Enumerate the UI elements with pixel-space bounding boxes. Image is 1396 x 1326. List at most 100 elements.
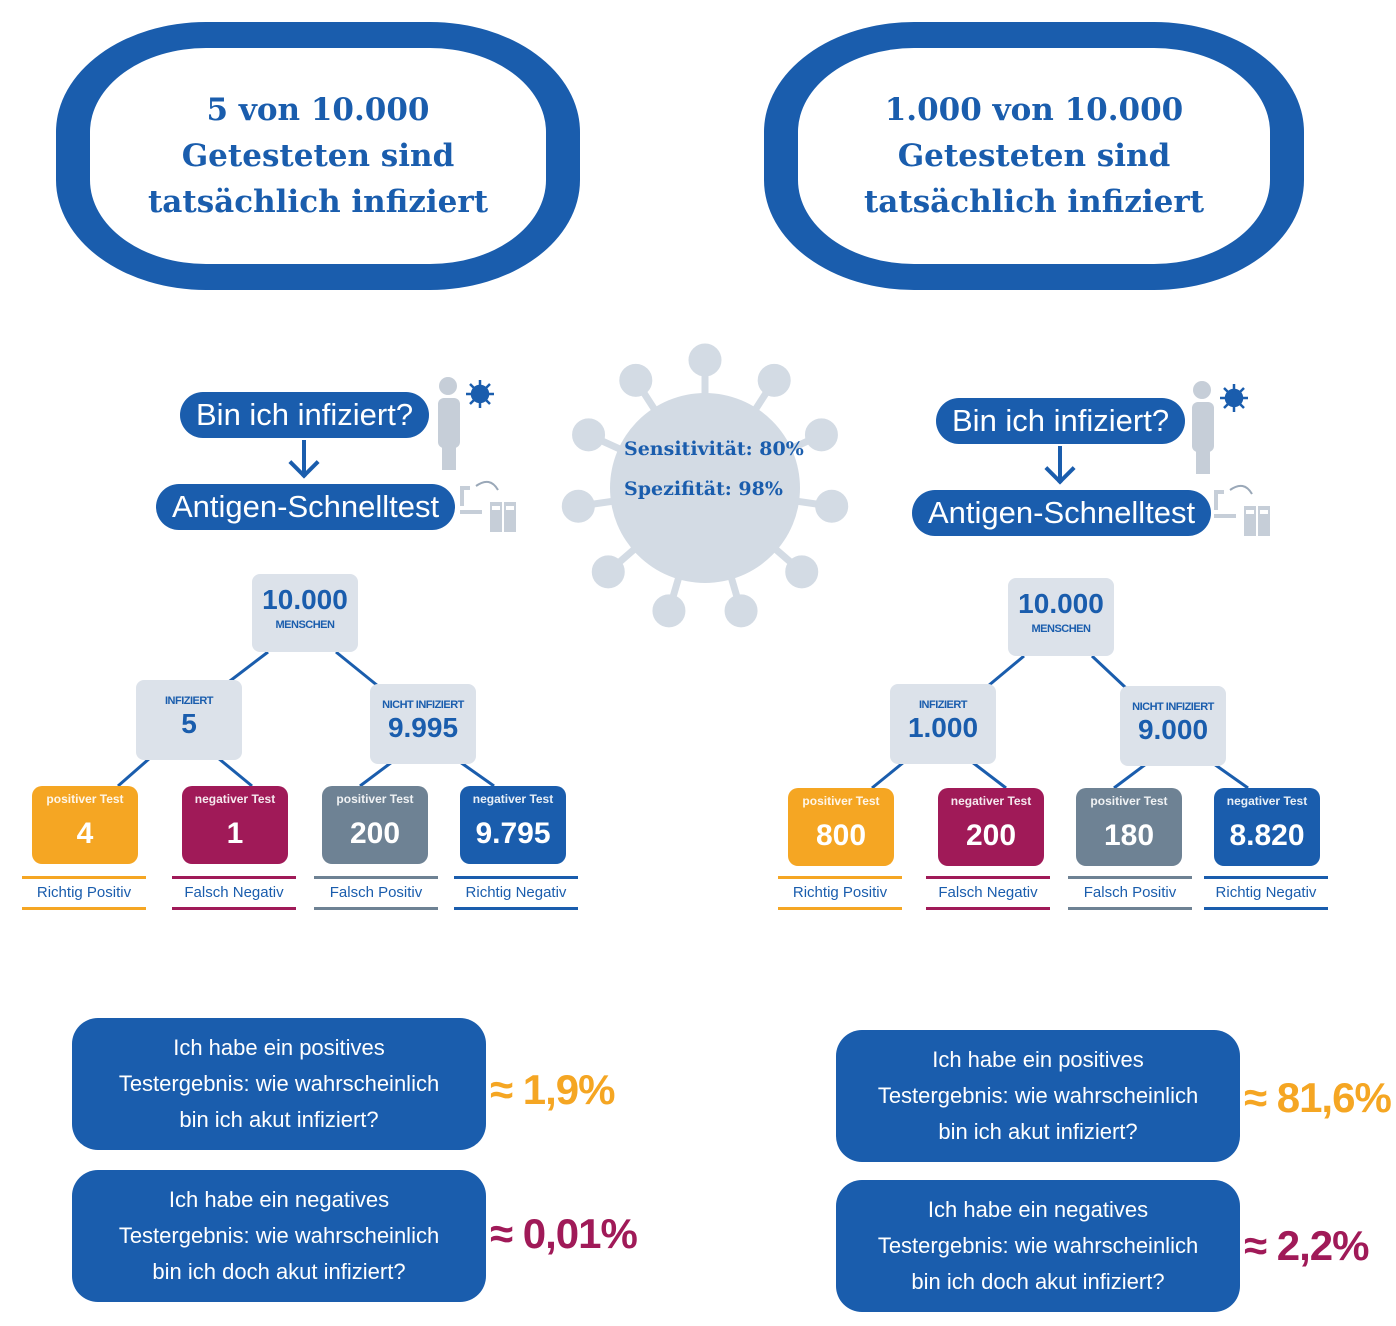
- leaf-false-positive: positiver Test 180: [1076, 788, 1182, 866]
- arrow-head-icon: [288, 447, 320, 479]
- virus-spike-head: [591, 555, 625, 589]
- not-infected-count: 9.000: [1137, 714, 1209, 745]
- virus-spike-head: [785, 555, 819, 589]
- not-infected-count: 9.995: [387, 712, 459, 743]
- leaf-label: negativer Test: [472, 792, 554, 806]
- title-line: 5 von 10.000: [206, 92, 430, 128]
- leaf-false-negative: negativer Test 200: [938, 788, 1044, 866]
- scenario-title-frame: 5 von 10.000 Getesteten sind tatsächlich…: [56, 22, 580, 290]
- leaf-label: positiver Test: [46, 792, 124, 806]
- virus-graphic: [560, 338, 850, 628]
- leaf-value: 9.795: [475, 817, 551, 850]
- virus-spike-head: [757, 363, 791, 397]
- virus-spike-head: [724, 594, 758, 628]
- leaf-label: negativer Test: [1226, 794, 1308, 808]
- person-icon: [1192, 381, 1248, 474]
- title-line: tatsächlich infiziert: [147, 184, 489, 220]
- leaf-true-negative: negativer Test 8.820: [1214, 788, 1320, 866]
- title-line: Getesteten sind: [181, 138, 455, 174]
- question-line: Ich habe ein negatives: [927, 1197, 1149, 1222]
- not-infected-label: NICHT INFIZIERT: [382, 699, 464, 711]
- leaf-false-negative: negativer Test 1: [182, 786, 288, 864]
- caption-false-negative: Falsch Negativ: [926, 876, 1050, 910]
- negative-question-box: Ich habe ein negatives Testergebnis: wie…: [72, 1170, 486, 1302]
- not-infected-node: NICHT INFIZIERT 9.995: [370, 684, 476, 764]
- root-label: MENSCHEN: [1031, 623, 1091, 635]
- question-line: Ich habe ein positives: [173, 1035, 385, 1060]
- leaf-false-positive: positiver Test 200: [322, 786, 428, 864]
- scenario-title: 5 von 10.000 Getesteten sind tatsächlich…: [148, 87, 488, 225]
- tree-root: 10.000 MENSCHEN: [252, 574, 358, 652]
- leaf-true-positive: positiver Test 4: [32, 786, 138, 864]
- virus-spike-head: [561, 489, 595, 523]
- negative-result: ≈ 0,01%: [490, 1210, 638, 1257]
- negative-result: ≈ 2,2%: [1244, 1222, 1369, 1269]
- specificity-text: Spezifität: 98%: [624, 478, 783, 500]
- question-line: Testergebnis: wie wahrscheinlich: [118, 1071, 440, 1096]
- root-count: 10.000: [1018, 588, 1104, 619]
- question-pill: Bin ich infiziert?: [180, 392, 430, 438]
- virus-icon: [561, 343, 849, 628]
- test-kit-icon: [1214, 484, 1270, 536]
- infected-node: INFIZIERT 1.000: [890, 684, 996, 764]
- virus-spike-head: [652, 594, 686, 628]
- arrow-head-icon: [1044, 453, 1076, 485]
- caption-false-positive: Falsch Positiv: [1068, 876, 1192, 910]
- positive-result: ≈ 1,9%: [490, 1066, 615, 1113]
- infected-node: INFIZIERT 5: [136, 680, 242, 760]
- person-icon: [438, 377, 494, 470]
- arrow-down-icon: [302, 440, 306, 474]
- title-line: tatsächlich infiziert: [863, 184, 1205, 220]
- leaf-value: 180: [1103, 819, 1155, 852]
- positive-result: ≈ 81,6%: [1244, 1074, 1392, 1121]
- leaf-label: negativer Test: [950, 794, 1032, 808]
- infected-label: INFIZIERT: [918, 699, 968, 711]
- negative-question-box: Ich habe ein negatives Testergebnis: wie…: [836, 1180, 1240, 1312]
- test-pill: Antigen-Schnelltest: [156, 484, 456, 530]
- title-line: Getesteten sind: [897, 138, 1171, 174]
- question-line: Testergebnis: wie wahrscheinlich: [877, 1233, 1199, 1258]
- scenario-high-prevalence: 1.000 von 10.000 Getesteten sind tatsäch…: [756, 0, 1396, 1326]
- virus-spike-head: [815, 489, 849, 523]
- leaf-label: negativer Test: [194, 792, 276, 806]
- question-line: bin ich akut infiziert?: [938, 1119, 1138, 1144]
- infected-label: INFIZIERT: [164, 695, 214, 707]
- virus-spike-head: [804, 418, 838, 452]
- leaf-label: positiver Test: [1090, 794, 1168, 808]
- question-line: bin ich doch akut infiziert?: [152, 1259, 406, 1284]
- leaf-value: 8.820: [1229, 819, 1305, 852]
- leaf-value: 200: [965, 819, 1017, 852]
- leaf-value: 4: [76, 817, 94, 850]
- scenario-title: 1.000 von 10.000 Getesteten sind tatsäch…: [864, 87, 1204, 225]
- question-line: bin ich akut infiziert?: [179, 1107, 379, 1132]
- question-line: Testergebnis: wie wahrscheinlich: [118, 1223, 440, 1248]
- caption-true-negative: Richtig Negativ: [454, 876, 578, 910]
- virus-spike-head: [619, 363, 653, 397]
- question-line: Ich habe ein positives: [932, 1047, 1144, 1072]
- root-label: MENSCHEN: [275, 619, 335, 631]
- tree-root: 10.000 MENSCHEN: [1008, 578, 1114, 656]
- question-line: Testergebnis: wie wahrscheinlich: [877, 1083, 1199, 1108]
- root-count: 10.000: [262, 584, 348, 615]
- leaf-label: positiver Test: [802, 794, 880, 808]
- caption-true-negative: Richtig Negativ: [1204, 876, 1328, 910]
- leaf-value: 800: [815, 819, 867, 852]
- sensitivity-text: Sensitivität: 80%: [624, 438, 804, 460]
- caption-true-positive: Richtig Positiv: [22, 876, 146, 910]
- infected-count: 5: [181, 708, 197, 739]
- question-line: Ich habe ein negatives: [168, 1187, 390, 1212]
- leaf-value: 1: [226, 817, 244, 850]
- test-kit-icon: [460, 480, 516, 532]
- leaf-value: 200: [349, 817, 401, 850]
- caption-false-negative: Falsch Negativ: [172, 876, 296, 910]
- arrow-down-icon: [1058, 446, 1062, 480]
- leaf-true-positive: positiver Test 800: [788, 788, 894, 866]
- question-line: bin ich doch akut infiziert?: [911, 1269, 1165, 1294]
- title-line: 1.000 von 10.000: [884, 92, 1184, 128]
- not-infected-node: NICHT INFIZIERT 9.000: [1120, 686, 1226, 766]
- scenario-low-prevalence: 5 von 10.000 Getesteten sind tatsächlich…: [22, 22, 638, 1302]
- caption-false-positive: Falsch Positiv: [314, 876, 438, 910]
- not-infected-label: NICHT INFIZIERT: [1132, 701, 1214, 713]
- question-pill: Bin ich infiziert?: [936, 398, 1186, 444]
- infected-count: 1.000: [907, 712, 979, 743]
